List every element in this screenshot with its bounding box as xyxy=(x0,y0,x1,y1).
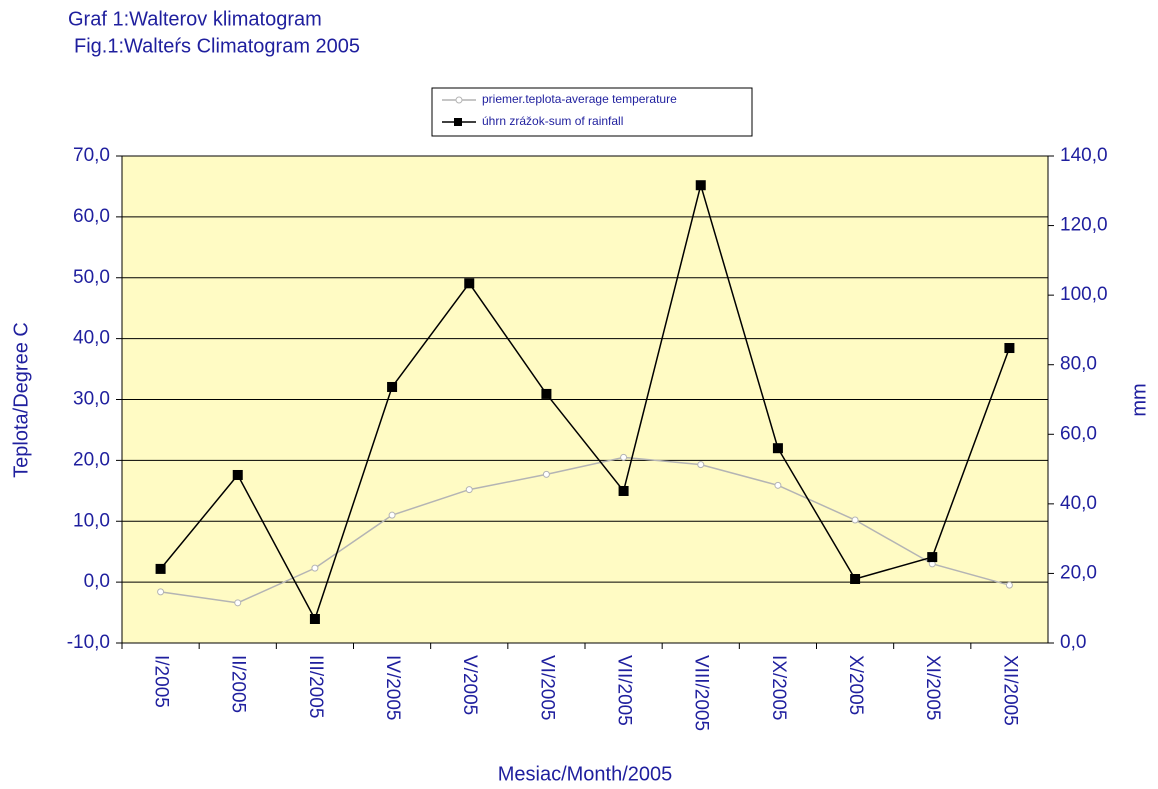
chart-title: Graf 1:Walterov klimatogram xyxy=(68,8,322,30)
data-point xyxy=(542,470,550,478)
chart-subtitle: Fig.1:Walteŕs Climatogram 2005 xyxy=(74,35,360,57)
y-tick-label: 50,0 xyxy=(73,267,110,288)
data-point xyxy=(234,599,242,607)
x-tick-label: VI/2005 xyxy=(536,655,557,721)
y2-axis-label: mm xyxy=(1128,383,1150,416)
data-point xyxy=(850,573,861,584)
data-point xyxy=(157,588,165,596)
legend-marker xyxy=(454,118,462,126)
data-point xyxy=(388,511,396,519)
y-tick-label: 60,0 xyxy=(73,206,110,227)
data-point xyxy=(927,552,938,563)
y-tick-label: 10,0 xyxy=(73,510,110,531)
data-point xyxy=(774,481,782,489)
y2-tick-label: 20,0 xyxy=(1060,562,1097,583)
data-point xyxy=(697,461,705,469)
x-tick-label: XII/2005 xyxy=(999,655,1020,726)
x-tick-label: V/2005 xyxy=(459,655,480,715)
data-point xyxy=(695,180,706,191)
data-point xyxy=(464,278,475,289)
y-axis-label: Teplota/Degree C xyxy=(10,322,32,478)
y2-tick-label: 100,0 xyxy=(1060,284,1108,305)
x-tick-label: II/2005 xyxy=(228,655,249,713)
series-line xyxy=(160,182,1011,621)
x-tick-label: VIII/2005 xyxy=(691,655,712,731)
data-point xyxy=(851,516,859,524)
data-point xyxy=(465,486,473,494)
data-point xyxy=(309,613,320,624)
data-point xyxy=(618,485,629,496)
data-point xyxy=(232,469,243,480)
y2-tick-label: 140,0 xyxy=(1060,145,1108,166)
data-point xyxy=(155,563,166,574)
x-tick-label: III/2005 xyxy=(305,655,326,718)
y-tick-label: 0,0 xyxy=(84,571,110,592)
y2-tick-label: 60,0 xyxy=(1060,423,1097,444)
data-point xyxy=(1005,581,1013,589)
legend xyxy=(431,87,753,137)
x-tick-label: VII/2005 xyxy=(614,655,635,726)
data-point xyxy=(541,388,552,399)
data-point xyxy=(311,564,319,572)
y-tick-label: 20,0 xyxy=(73,449,110,470)
y-tick-label: -10,0 xyxy=(67,632,110,653)
x-axis-label: Mesiac/Month/2005 xyxy=(498,763,673,785)
y2-tick-label: 120,0 xyxy=(1060,215,1108,236)
y2-tick-label: 0,0 xyxy=(1060,632,1086,653)
data-point xyxy=(1004,343,1015,354)
data-point xyxy=(772,443,783,454)
legend-label: úhrn zrážok-sum of rainfall xyxy=(482,114,623,128)
data-point xyxy=(620,453,628,461)
legend-marker xyxy=(455,96,463,104)
y-tick-label: 30,0 xyxy=(73,389,110,410)
x-tick-label: X/2005 xyxy=(845,655,866,715)
x-tick-label: XI/2005 xyxy=(922,655,943,721)
data-point xyxy=(387,381,398,392)
y-tick-label: 70,0 xyxy=(73,145,110,166)
x-tick-label: IX/2005 xyxy=(768,655,789,721)
y2-tick-label: 80,0 xyxy=(1060,354,1097,375)
legend-label: priemer.teplota-average temperature xyxy=(482,92,677,106)
x-tick-label: IV/2005 xyxy=(382,655,403,721)
series-line xyxy=(160,456,1010,604)
y2-tick-label: 40,0 xyxy=(1060,493,1097,514)
y-tick-label: 40,0 xyxy=(73,328,110,349)
x-tick-label: I/2005 xyxy=(151,655,172,708)
